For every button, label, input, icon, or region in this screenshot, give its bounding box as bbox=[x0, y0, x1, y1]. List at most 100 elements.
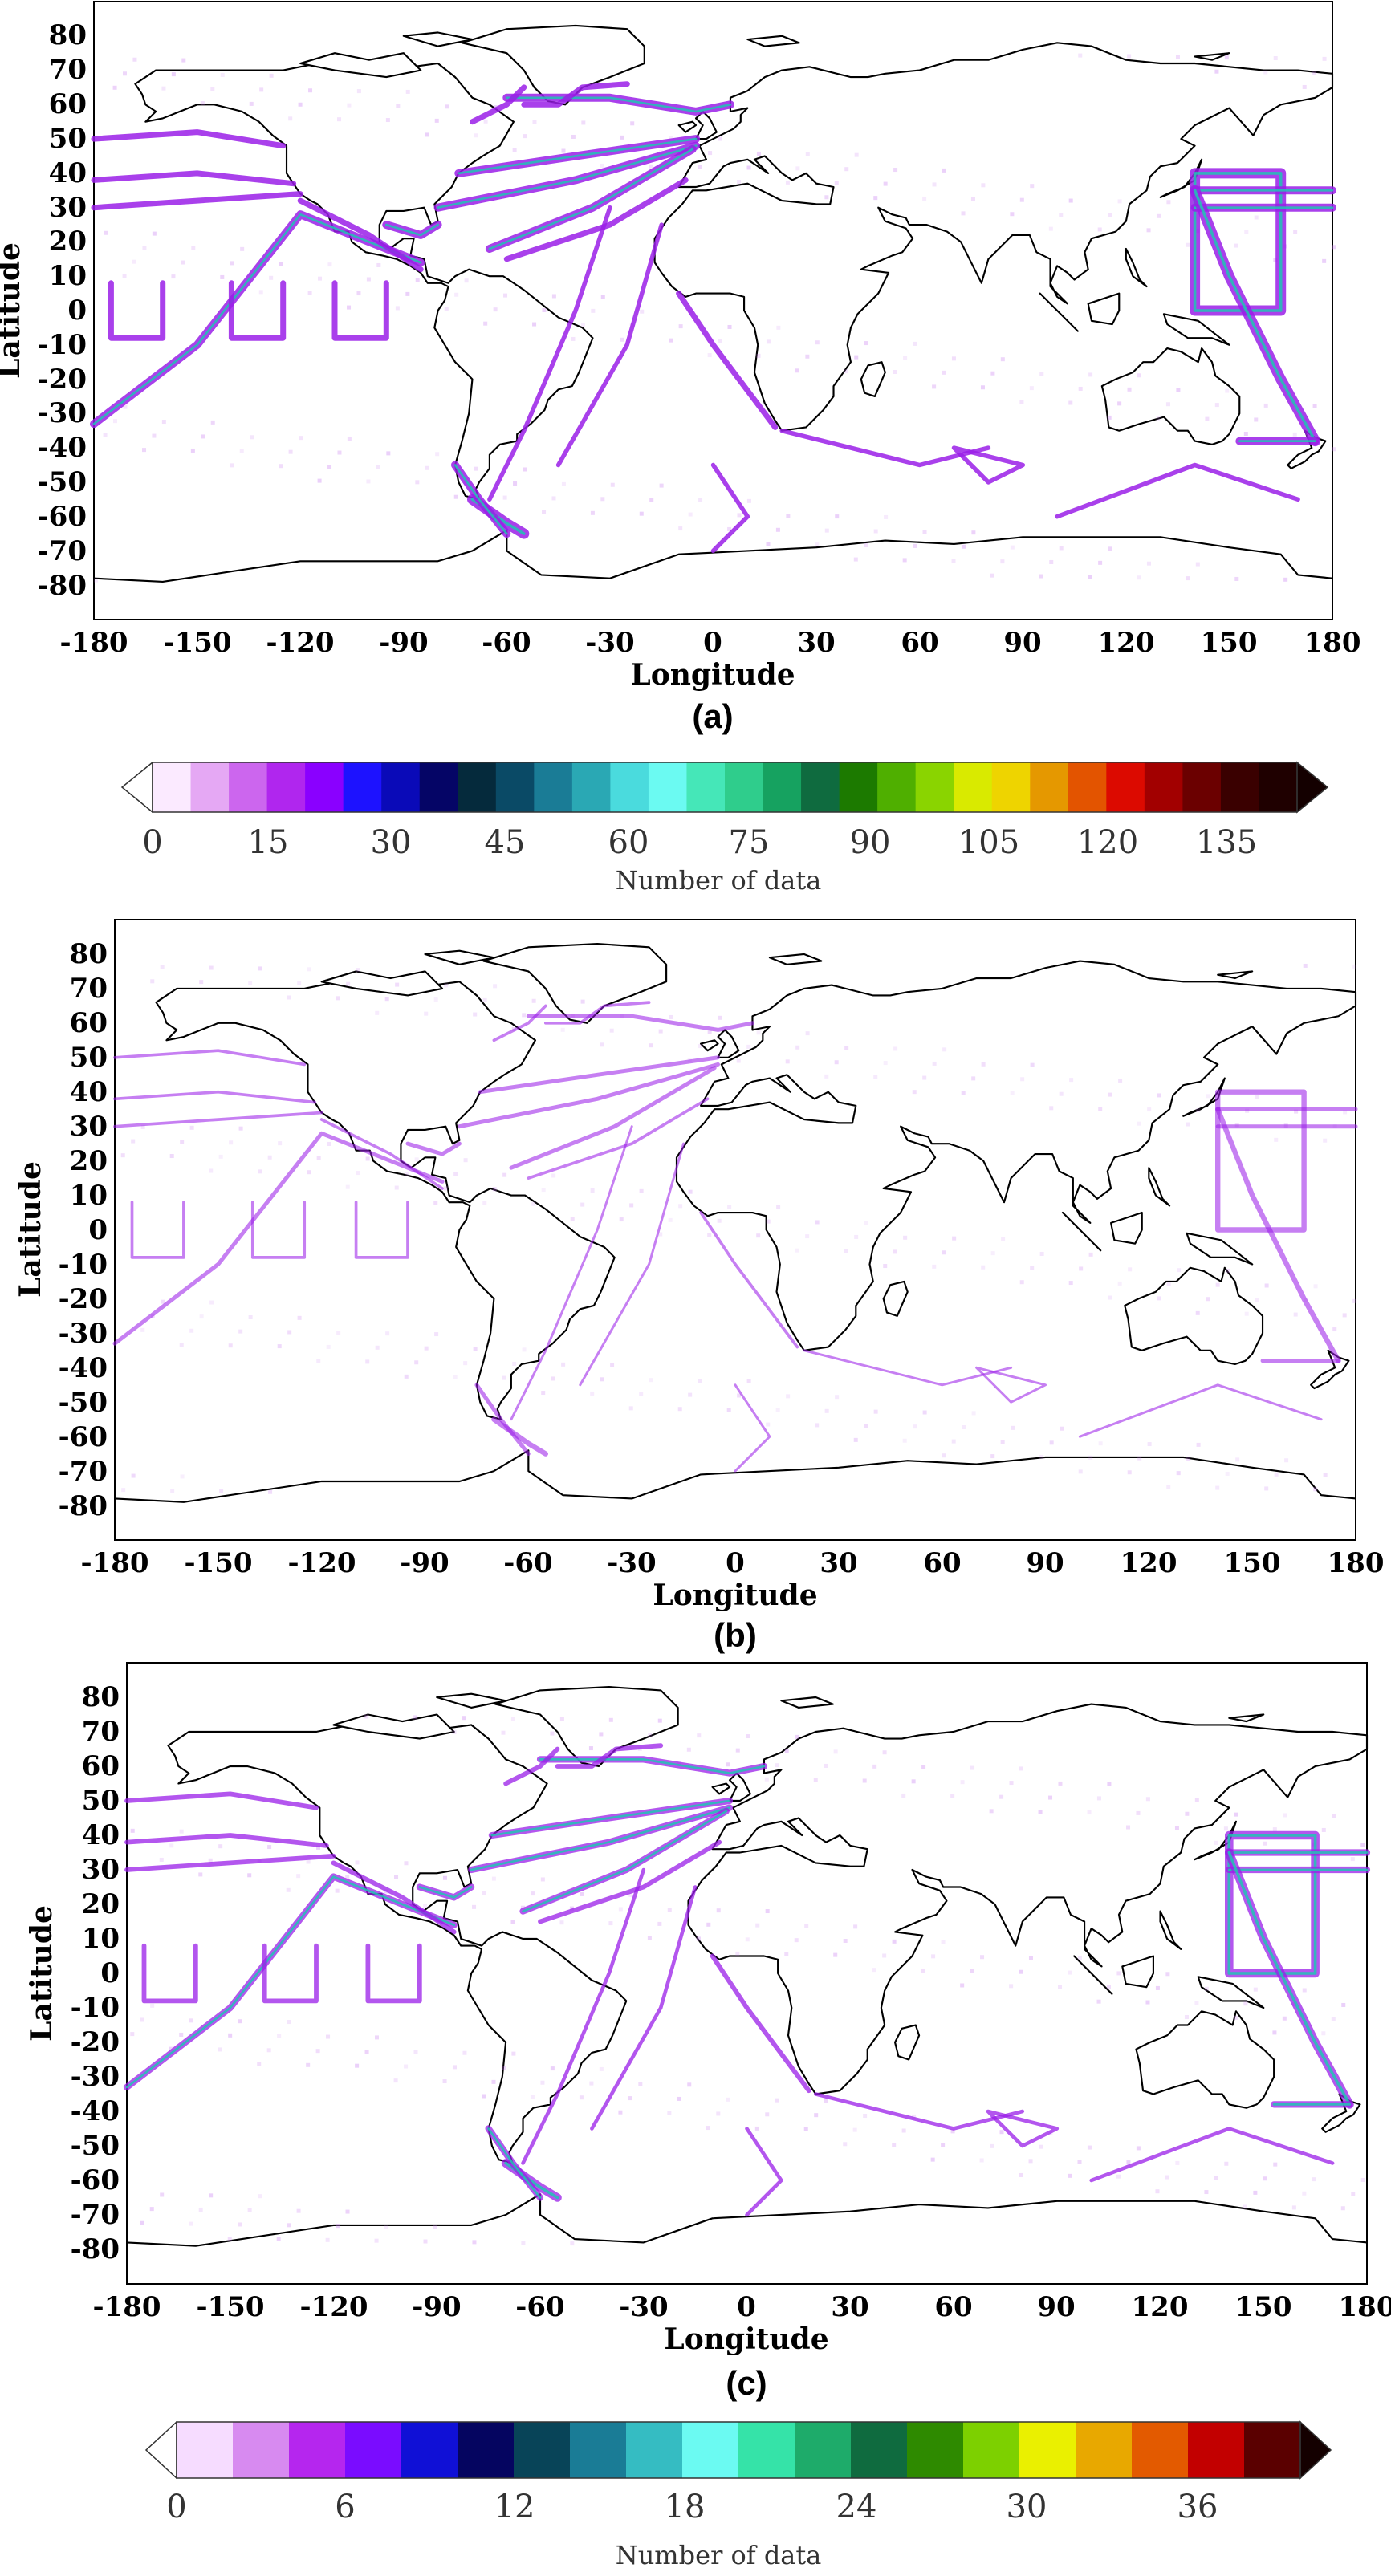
density-cell bbox=[551, 1173, 556, 1178]
density-cell bbox=[1302, 84, 1307, 89]
density-cell bbox=[355, 2063, 360, 2068]
colorbar-segment bbox=[233, 2422, 290, 2478]
density-cell bbox=[571, 134, 576, 139]
density-cell bbox=[737, 1393, 742, 1398]
density-cell bbox=[892, 1939, 897, 1944]
density-cell bbox=[864, 543, 868, 548]
density-cell bbox=[1341, 2002, 1346, 2007]
track-route bbox=[538, 1839, 722, 1924]
density-cell bbox=[364, 1714, 369, 1719]
colorbar-segment bbox=[305, 762, 344, 812]
panel-label: (a) bbox=[692, 697, 733, 735]
y-axis-label: Latitude bbox=[14, 1161, 47, 1298]
density-cell bbox=[374, 2238, 379, 2243]
density-cell bbox=[198, 2207, 203, 2212]
density-cell bbox=[1030, 1062, 1035, 1067]
colorbar-segment bbox=[648, 762, 688, 812]
density-cell bbox=[1098, 1107, 1103, 1111]
density-cell bbox=[1108, 1295, 1112, 1300]
colorbar-segment bbox=[458, 2422, 515, 2478]
density-cell bbox=[1087, 1810, 1092, 1815]
density-cell bbox=[502, 495, 507, 500]
y-tick-label: 40 bbox=[82, 1819, 120, 1851]
density-cell bbox=[804, 1924, 809, 1928]
density-cell bbox=[1352, 1298, 1357, 1303]
track-route bbox=[1078, 1383, 1323, 1438]
density-cell bbox=[247, 1873, 252, 1878]
density-cell bbox=[854, 355, 859, 360]
density-cell bbox=[1060, 1426, 1064, 1431]
density-cell bbox=[492, 1187, 497, 1192]
colorbar-segment bbox=[991, 762, 1031, 812]
density-cell bbox=[570, 2241, 575, 2246]
density-cell bbox=[872, 1764, 877, 1769]
density-cell bbox=[1274, 1472, 1279, 1477]
density-cell bbox=[1196, 1442, 1201, 1447]
density-cell bbox=[1078, 1469, 1083, 1474]
colorbar-frame bbox=[152, 762, 1298, 813]
density-cell bbox=[210, 420, 215, 425]
density-cell bbox=[142, 448, 147, 453]
density-cell bbox=[288, 116, 293, 121]
y-tick-label: -20 bbox=[71, 2026, 120, 2058]
density-cell bbox=[893, 1046, 898, 1051]
density-cell bbox=[912, 1090, 917, 1095]
y-tick-label: 10 bbox=[82, 1923, 120, 1955]
density-cell bbox=[316, 1359, 321, 1363]
density-cell bbox=[1322, 56, 1327, 61]
density-cell bbox=[1243, 432, 1248, 437]
colorbar-segment bbox=[571, 762, 611, 812]
density-cell bbox=[356, 291, 361, 296]
x-axis-label: Longitude bbox=[664, 2322, 828, 2356]
track-route bbox=[250, 1201, 307, 1259]
density-cell bbox=[550, 2066, 555, 2071]
density-cell bbox=[620, 135, 624, 140]
density-cell bbox=[356, 1171, 360, 1176]
density-cell bbox=[1175, 55, 1180, 59]
density-cell bbox=[365, 1156, 370, 1161]
density-cell bbox=[199, 980, 204, 985]
track-route bbox=[555, 222, 664, 468]
density-cell bbox=[541, 1188, 546, 1193]
density-cell bbox=[220, 274, 225, 279]
colorbar-segment bbox=[610, 762, 649, 812]
density-cell bbox=[317, 478, 322, 483]
density-cell bbox=[570, 1217, 575, 1221]
density-cell bbox=[1088, 575, 1092, 579]
density-cell bbox=[824, 1763, 828, 1768]
density-cell bbox=[249, 101, 254, 106]
density-cell bbox=[647, 1936, 652, 1940]
density-cell bbox=[649, 1043, 653, 1048]
colorbar-tick-label: 36 bbox=[1177, 2489, 1218, 2525]
x-tick-label: 0 bbox=[703, 627, 722, 659]
density-cell bbox=[1243, 2001, 1248, 2006]
density-cell bbox=[306, 2062, 311, 2067]
density-cell bbox=[854, 152, 859, 157]
density-cell bbox=[218, 1844, 223, 1849]
x-tick-label: 150 bbox=[1201, 627, 1258, 659]
density-cell bbox=[718, 136, 722, 141]
density-cell bbox=[169, 1843, 174, 1848]
y-tick-label: 40 bbox=[70, 1076, 108, 1108]
y-tick-label: -80 bbox=[59, 1490, 108, 1522]
density-cell bbox=[1332, 1814, 1336, 1818]
density-cell bbox=[425, 465, 429, 470]
density-cell bbox=[718, 1015, 722, 1020]
density-cell bbox=[756, 1030, 761, 1035]
density-cell bbox=[452, 1729, 457, 1734]
track-route-hot bbox=[437, 144, 698, 209]
y-tick-label: 20 bbox=[82, 1888, 120, 1920]
density-cell bbox=[639, 1188, 644, 1193]
density-cell bbox=[238, 1329, 243, 1334]
density-cell bbox=[405, 89, 410, 94]
density-cell bbox=[980, 385, 985, 390]
density-cell bbox=[160, 2192, 165, 2197]
density-cell bbox=[805, 1031, 810, 1036]
density-cell bbox=[913, 543, 917, 548]
density-cell bbox=[931, 1954, 936, 1959]
density-cell bbox=[649, 498, 654, 502]
density-cell bbox=[131, 1139, 136, 1144]
x-tick-label: 90 bbox=[1037, 2291, 1075, 2323]
density-cell bbox=[150, 2003, 155, 2008]
density-cell bbox=[200, 101, 205, 106]
